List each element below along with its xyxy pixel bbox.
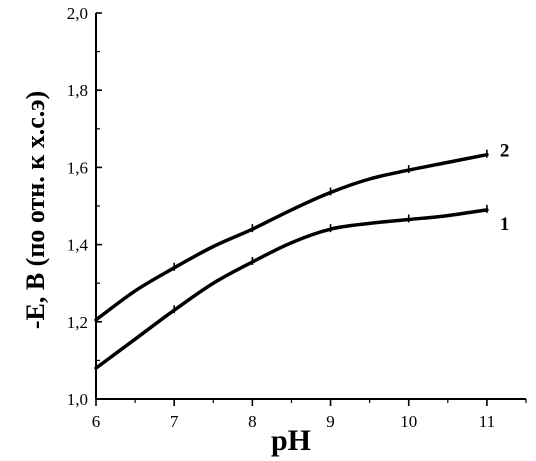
y-tick-label: 1,6 [67, 158, 88, 177]
x-tick-label: 10 [400, 412, 417, 431]
x-tick-label: 11 [479, 412, 495, 431]
x-tick-label: 7 [170, 412, 179, 431]
y-tick-label: 2,0 [67, 4, 88, 23]
y-axis-title: -E, В (по отн. к х.с.э) [21, 91, 50, 329]
series-line-2 [94, 152, 489, 322]
series-label-2: 2 [500, 141, 510, 162]
y-tick-label: 1,4 [67, 236, 89, 255]
series-lines [94, 149, 489, 370]
y-tick-label: 1,8 [67, 81, 88, 100]
x-tick-label: 9 [326, 412, 335, 431]
series-labels: 12 [500, 141, 510, 235]
y-ticks: 1,0 1,2 1,4 1,6 1,8 2,0 [67, 4, 102, 409]
y-tick-label: 1,0 [67, 390, 88, 409]
series-line-1 [94, 208, 489, 370]
y-tick-label: 1,2 [67, 313, 88, 332]
series-label-1: 1 [500, 214, 510, 235]
x-ticks: 6 7 8 9 10 11 [92, 399, 527, 431]
axes [95, 13, 526, 400]
x-tick-label: 6 [92, 412, 101, 431]
x-tick-label: 8 [248, 412, 257, 431]
x-axis-title: pH [271, 424, 311, 457]
